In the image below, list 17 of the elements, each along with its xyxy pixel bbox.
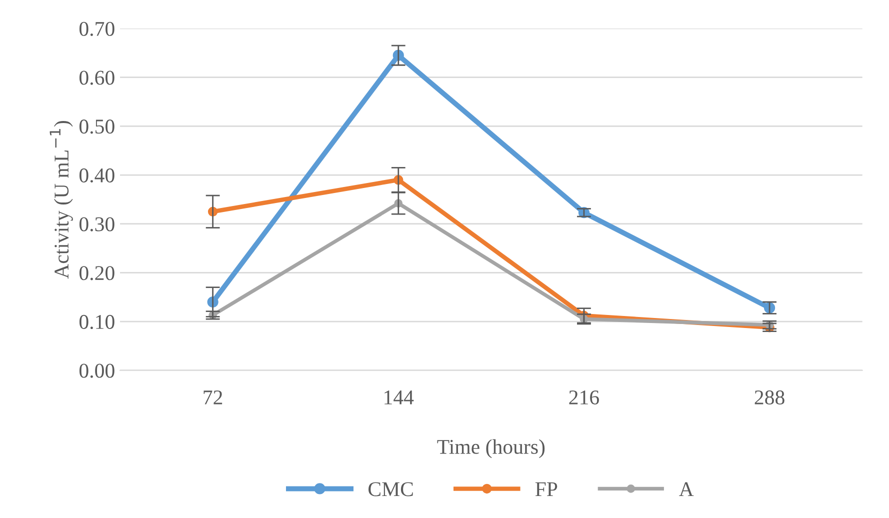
- y-tick-label: 0.60: [79, 70, 114, 85]
- x-axis-title: Time (hours): [437, 439, 545, 458]
- y-tick-label: 0.10: [79, 314, 114, 330]
- y-tick-label: 0.40: [79, 168, 114, 183]
- y-axis-title: Activity (U mL$^{−1}$): [50, 121, 73, 279]
- x-tick-label: 216: [569, 390, 599, 404]
- legend-label: A: [679, 482, 694, 496]
- x-tick-label: 288: [754, 390, 784, 404]
- y-tick-label: 0.20: [79, 266, 114, 280]
- legend-label: FP: [535, 482, 558, 496]
- legend-label: CMC: [368, 482, 413, 496]
- y-tick-label: 0.00: [79, 364, 114, 378]
- x-tick-label: 72: [204, 390, 222, 404]
- y-tick-label: 0.50: [79, 120, 114, 134]
- y-tick-label: 0.70: [79, 22, 114, 36]
- x-tick-label: 144: [384, 390, 414, 404]
- y-tick-label: 0.30: [79, 217, 114, 232]
